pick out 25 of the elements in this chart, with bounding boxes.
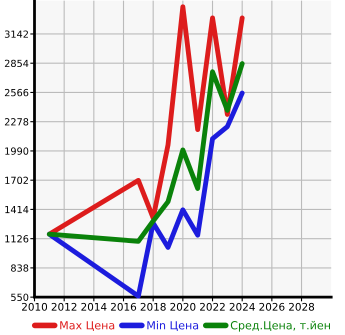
x-tick-label: 2028: [289, 302, 314, 311]
line-series: [46, 61, 245, 244]
y-tick-label: 1990: [5, 147, 28, 155]
x-tick-label: 2010: [22, 302, 48, 311]
legend-label: Max Цена: [60, 321, 114, 332]
y-tick-label: 1126: [5, 235, 28, 242]
y-tick-label: 2278: [4, 118, 28, 126]
x-tick-label: 2018: [140, 302, 166, 311]
y-tick-label: 2566: [4, 88, 28, 96]
legend-label: Сред.Цена, т.йен: [230, 320, 330, 332]
x-tick-label: 2014: [81, 302, 107, 311]
y-tick-label: 1414: [5, 206, 28, 214]
legend-label: Min Цена: [147, 320, 198, 332]
line-series: [46, 90, 245, 299]
x-tick-label: 2016: [111, 302, 136, 311]
y-tick-label: 3142: [4, 30, 28, 38]
y-tick-label: 550: [11, 294, 28, 301]
y-tick-label: 1702: [5, 176, 28, 184]
x-tick-label: 2024: [230, 302, 255, 311]
x-tick-label: 2022: [200, 302, 225, 311]
x-tick-label: 2012: [52, 302, 76, 311]
y-tick-label: 838: [11, 264, 28, 272]
y-tick-label: 2854: [4, 60, 28, 68]
x-tick-label: 2026: [259, 302, 284, 311]
x-tick-label: 2020: [170, 302, 196, 311]
